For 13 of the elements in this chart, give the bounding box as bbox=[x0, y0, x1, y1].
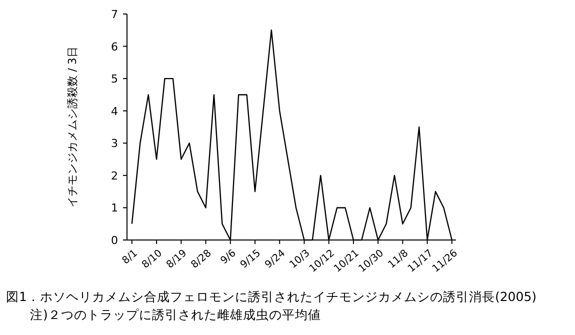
x-tick-label: 9/6 bbox=[218, 248, 238, 267]
y-tick-label: 6 bbox=[111, 40, 118, 54]
y-tick-label: 3 bbox=[111, 137, 118, 150]
caption: 図1．ホソヘリカメムシ合成フェロモンに誘引されたイチモンジカメムシの誘引消長(2005) bbox=[6, 289, 537, 304]
y-axis-title: イチモンジカメムシ誘殺数 / 3日 bbox=[66, 46, 79, 208]
y-tick-label: 4 bbox=[111, 104, 118, 118]
y-tick-label: 1 bbox=[111, 202, 118, 215]
text: 注)２つのトラップに誘引された雌雄成虫の平均値 bbox=[30, 307, 321, 322]
y-tick-label: 7 bbox=[111, 8, 118, 21]
y-tick-label: 5 bbox=[111, 72, 118, 86]
y-tick-label: 0 bbox=[111, 234, 118, 247]
x-tick-label: 8/1 bbox=[120, 248, 140, 267]
y-tick-label: 2 bbox=[111, 169, 118, 182]
